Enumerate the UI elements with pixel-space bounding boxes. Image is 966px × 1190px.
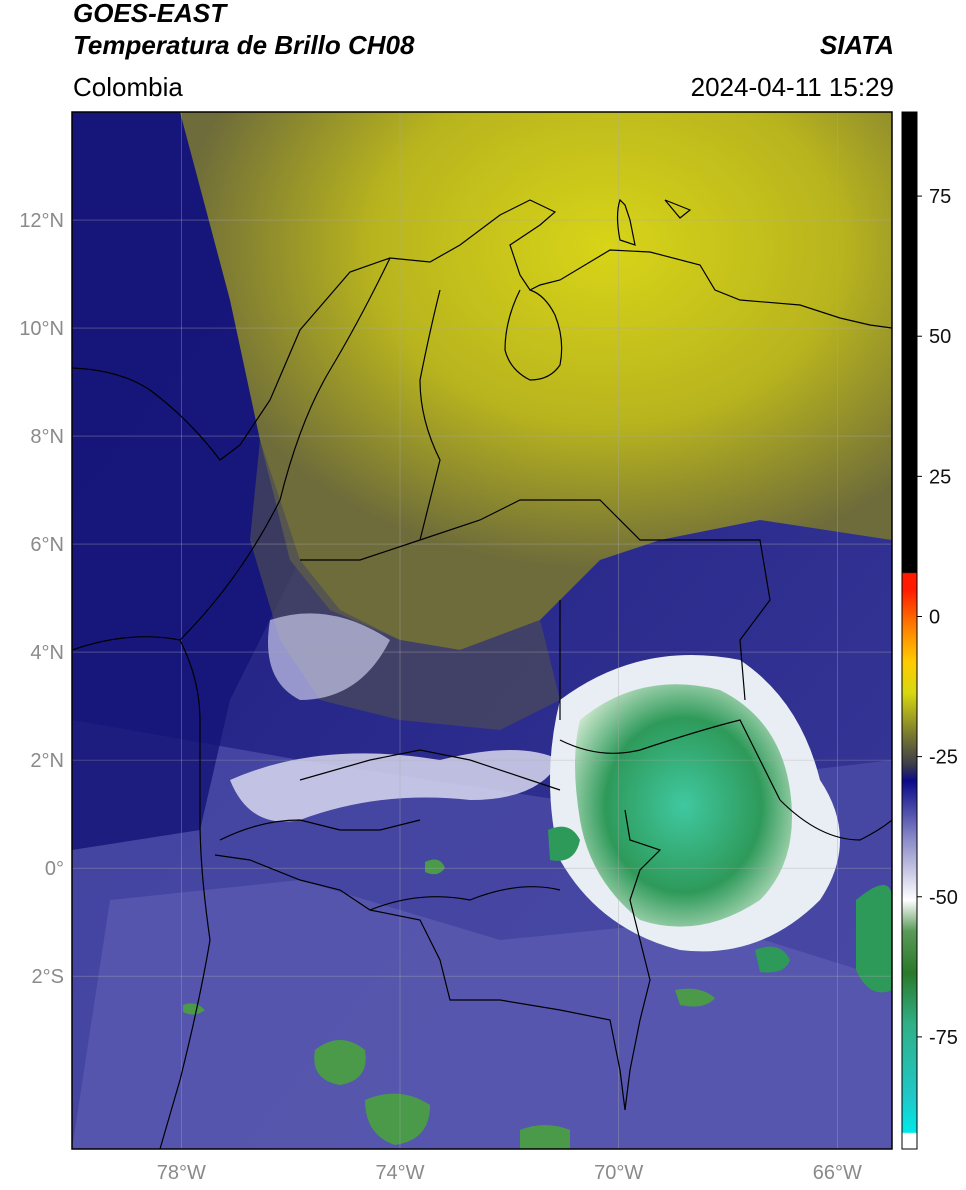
colorbar-tick-label: 75	[929, 186, 951, 208]
map-imagery	[72, 112, 892, 1149]
lat-tick-label: 10°N	[19, 318, 64, 340]
datetime-label: 2024-04-11 15:29	[690, 72, 894, 102]
lon-tick-label: 74°W	[375, 1162, 424, 1184]
colorbar-tick-label: -75	[929, 1027, 958, 1049]
lat-tick-label: 6°N	[30, 534, 64, 556]
colorbar-tick-label: 0	[929, 606, 940, 628]
colorbar	[901, 111, 918, 1150]
map-frame	[71, 111, 893, 1150]
region-label: Colombia	[73, 72, 183, 102]
lat-tick-label: 4°N	[30, 642, 64, 664]
lat-tick-label: 8°N	[30, 426, 64, 448]
map-gridlines	[72, 112, 892, 1149]
lat-tick-label: 12°N	[19, 210, 64, 232]
agency-label: SIATA	[819, 30, 894, 60]
latitude-labels: 12°N 10°N 8°N 6°N 4°N 2°N 0° 2°S	[19, 210, 64, 988]
colorbar-labels: 75 50 25 0 -25 -50 -75	[917, 186, 958, 1049]
satellite-title: GOES-EAST	[73, 0, 227, 28]
lat-tick-label: 2°N	[30, 750, 64, 772]
lon-tick-label: 78°W	[157, 1162, 206, 1184]
lat-tick-label: 0°	[45, 858, 64, 880]
lon-tick-label: 70°W	[594, 1162, 643, 1184]
longitude-labels: 78°W 74°W 70°W 66°W	[157, 1162, 862, 1184]
colorbar-tick-label: -50	[929, 887, 958, 909]
political-boundaries	[72, 198, 892, 1149]
colorbar-tick-label: 25	[929, 466, 951, 488]
product-title: Temperatura de Brillo CH08	[73, 30, 415, 60]
colorbar-tick-label: -25	[929, 747, 958, 769]
lon-tick-label: 66°W	[813, 1162, 862, 1184]
colorbar-tick-label: 50	[929, 326, 951, 348]
lat-tick-label: 2°S	[32, 966, 64, 988]
